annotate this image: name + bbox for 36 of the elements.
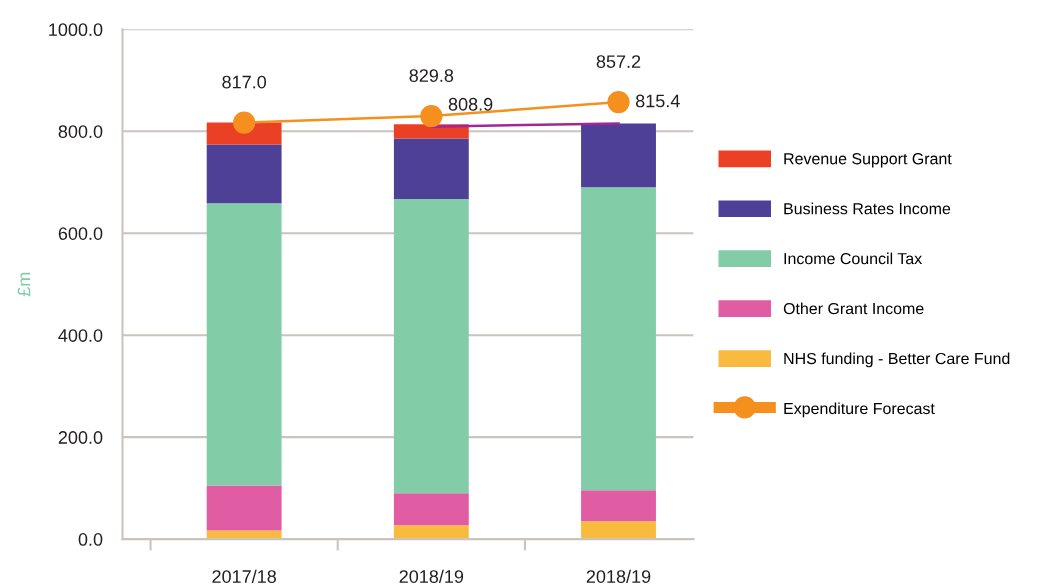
bar xyxy=(206,203,282,486)
bar xyxy=(206,144,282,204)
data-label: 808.9 xyxy=(448,97,493,111)
bar xyxy=(393,493,469,526)
bar xyxy=(206,485,282,531)
legend-label: Expenditure Forecast xyxy=(784,402,935,418)
legend-label: Income Council Tax xyxy=(784,252,922,265)
data-label: 857.2 xyxy=(596,55,641,68)
legend-label: Revenue Support Grant xyxy=(784,153,952,168)
point xyxy=(420,104,443,128)
y-tick-label: 800.0 xyxy=(58,125,103,138)
point xyxy=(607,90,630,114)
legend-label: Business Rates Income xyxy=(784,202,951,215)
bar xyxy=(206,530,282,540)
point xyxy=(233,111,256,134)
y-tick-label: 400.0 xyxy=(58,329,103,342)
y-tick-label: 600.0 xyxy=(58,227,103,240)
bar xyxy=(581,521,656,540)
legend-label: NHS funding - Better Care Fund xyxy=(784,352,1010,368)
data-label: 815.4 xyxy=(635,94,680,108)
y-tick-label: 200.0 xyxy=(58,431,103,444)
data-label: 829.8 xyxy=(409,69,454,82)
y-tick-label: 1000.0 xyxy=(49,23,103,37)
bar xyxy=(581,490,656,522)
x-tick-label: 2018/19 xyxy=(399,569,464,583)
x-tick-label: 2017/18 xyxy=(212,569,276,583)
data-label: 817.0 xyxy=(222,75,267,89)
bar xyxy=(581,187,656,491)
y-axis-title: £m xyxy=(17,272,31,297)
bar xyxy=(581,123,656,188)
x-tick-label: 2018/19 xyxy=(586,569,651,583)
bar xyxy=(393,525,469,540)
legend-label: Other Grant Income xyxy=(783,302,924,315)
y-tick-label: 0.0 xyxy=(78,533,103,546)
bar xyxy=(393,138,469,200)
bar xyxy=(393,199,469,494)
